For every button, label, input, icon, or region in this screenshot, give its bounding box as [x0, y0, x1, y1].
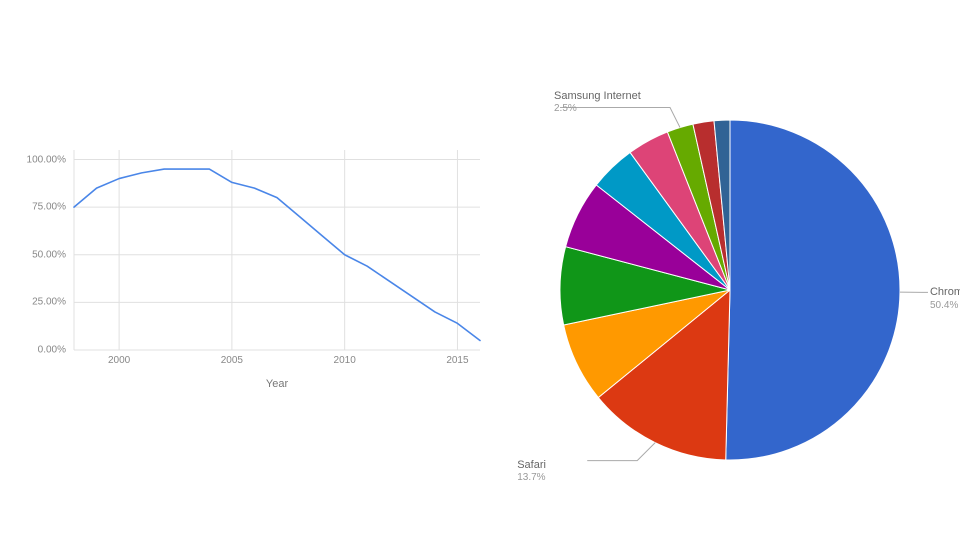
- x-tick-label: 2005: [221, 355, 243, 366]
- pie-slice-label: Samsung Internet2.5%: [554, 90, 641, 115]
- x-axis-title: Year: [266, 378, 288, 390]
- pie-slice-label: Safari13.7%: [517, 459, 546, 484]
- pie-slice-label: Chrome50.4%: [930, 286, 960, 311]
- pie-slice-name: Samsung Internet: [554, 90, 641, 103]
- x-tick-label: 2015: [446, 355, 468, 366]
- pie-slice-name: Safari: [517, 459, 546, 472]
- line-chart: 0.00%25.00%50.00%75.00%100.00%2000200520…: [30, 140, 490, 400]
- pie-slice-pct: 13.7%: [517, 472, 546, 484]
- y-tick-label: 50.00%: [24, 249, 66, 260]
- pie-slice-pct: 50.4%: [930, 300, 960, 312]
- x-tick-label: 2010: [334, 355, 356, 366]
- pie-slice-pct: 2.5%: [554, 103, 641, 115]
- pie-slice-name: Chrome: [930, 286, 960, 299]
- y-tick-label: 25.00%: [24, 297, 66, 308]
- line-chart-svg: [30, 140, 490, 400]
- y-tick-label: 75.00%: [24, 202, 66, 213]
- x-tick-label: 2000: [108, 355, 130, 366]
- pie-chart: Chrome50.4%Safari13.7%Samsung Internet2.…: [500, 60, 940, 480]
- y-tick-label: 100.00%: [24, 154, 66, 165]
- y-tick-label: 0.00%: [24, 345, 66, 356]
- pie-chart-svg: [500, 60, 940, 480]
